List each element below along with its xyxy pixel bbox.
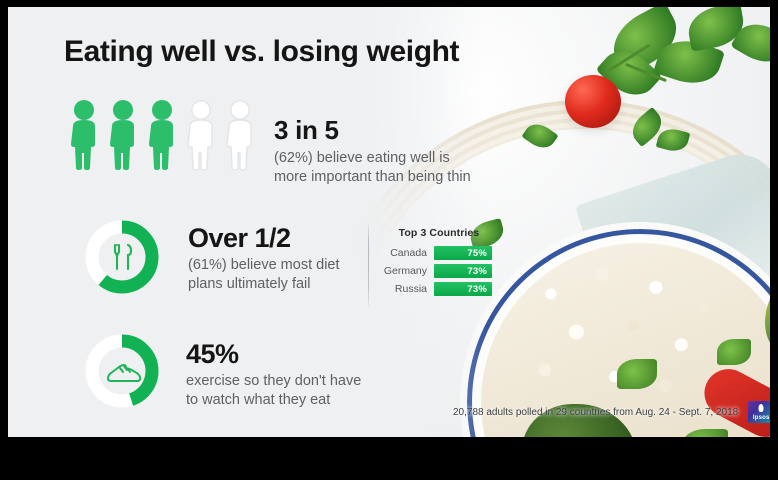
diet-stat-line2: plans ultimately fail	[188, 276, 311, 293]
top-countries-title: Top 3 Countries	[398, 227, 480, 239]
ipsos-mark-icon	[758, 404, 764, 412]
survey-note: 20,788 adults polled in 29 countries fro…	[453, 406, 739, 418]
exercise-stat-line1: exercise so they don't have	[186, 373, 362, 389]
exercise-donut-chart	[80, 329, 164, 413]
ipsos-wordmark: Ipsos	[752, 415, 770, 421]
diet-donut-svg	[85, 220, 159, 294]
diet-stat-headline: Over 1/2	[188, 223, 291, 253]
country-bar: 75%	[434, 246, 492, 260]
country-value: 73%	[467, 265, 487, 277]
country-bar: 73%	[434, 264, 492, 278]
fork-knife-icon	[113, 243, 133, 271]
sneaker-icon	[107, 364, 142, 382]
exercise-stat-line2: to watch what they eat	[186, 392, 331, 409]
footer: 20,788 adults polled in 29 countries fro…	[453, 401, 770, 423]
people-stat-headline: 3 in 5	[274, 115, 339, 145]
country-label: Russia	[394, 283, 427, 295]
exercise-stat-description: exercise so they don't have to watch wha…	[186, 372, 361, 410]
person-icon	[149, 100, 173, 170]
diet-donut-chart	[80, 215, 164, 299]
country-label: Germany	[383, 265, 427, 277]
exercise-donut-svg	[85, 334, 159, 408]
person-icon	[71, 100, 95, 170]
country-label: Canada	[390, 247, 427, 259]
ipsos-logo: Ipsos	[748, 401, 770, 423]
country-value: 73%	[467, 283, 487, 295]
table-row: Germany 73%	[380, 264, 498, 278]
table-row: Russia 73%	[380, 282, 498, 296]
diet-stat-line1: (61%) believe most diet	[188, 257, 340, 273]
people-stat-line1: (62%) believe eating well is	[274, 150, 450, 166]
content-area: Eating well vs. losing weight	[8, 7, 478, 437]
food-photo	[340, 7, 770, 437]
exercise-stat-text: 45% exercise so they don't have to watch…	[186, 329, 361, 410]
infographic-frame: Eating well vs. losing weight	[8, 7, 770, 437]
person-icon	[110, 100, 134, 170]
person-icon-empty	[226, 100, 252, 171]
diet-stat-row: Over 1/2 (61%) believe most diet plans u…	[80, 215, 340, 299]
people-stat-text: 3 in 5 (62%) believe eating well is more…	[274, 115, 471, 187]
people-stat-line2: more important than being thin	[274, 169, 471, 186]
diet-stat-description: (61%) believe most diet plans ultimately…	[188, 256, 340, 294]
country-value: 75%	[467, 247, 487, 259]
person-icon-empty	[187, 100, 213, 171]
table-row: Canada 75%	[380, 246, 498, 260]
people-pictogram	[68, 99, 256, 171]
top-countries-chart: Top 3 Countries Canada 75% Germany 73% R…	[380, 227, 498, 300]
photo-fade-overlay	[340, 7, 770, 437]
country-bar: 73%	[434, 282, 492, 296]
people-stat-description: (62%) believe eating well is more import…	[274, 149, 471, 187]
exercise-stat-headline: 45%	[186, 339, 239, 369]
page-title: Eating well vs. losing weight	[64, 35, 460, 68]
section-divider	[368, 224, 369, 306]
exercise-stat-row: 45% exercise so they don't have to watch…	[80, 329, 361, 413]
diet-stat-text: Over 1/2 (61%) believe most diet plans u…	[188, 215, 340, 294]
